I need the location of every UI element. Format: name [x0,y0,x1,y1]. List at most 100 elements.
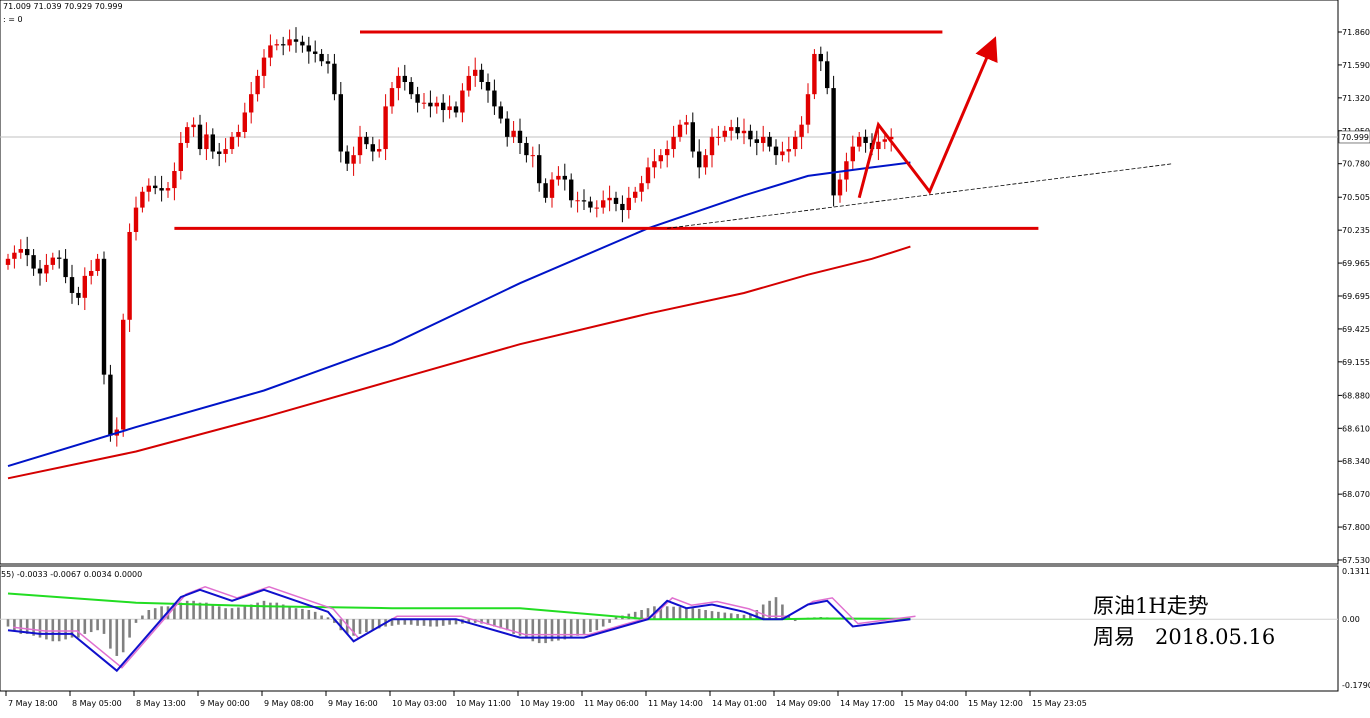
candle-body [377,149,382,152]
x-tick-label: 10 May 11:00 [456,699,511,708]
candle-body [217,151,222,154]
candle-body [146,185,151,192]
y-tick-label: 68.610 [1342,424,1370,433]
moving-average-fast [7,161,911,468]
candle-body [569,179,574,201]
candle-body [89,271,94,276]
candle-body [153,185,158,189]
candle-body [121,319,126,430]
x-tick-label: 14 May 01:00 [712,699,767,708]
y-tick-label: 68.340 [1342,457,1370,466]
candle-body [338,94,343,152]
candle-body [268,45,273,58]
macd-y-tick-label: 0.00 [1342,615,1360,624]
candle-body [825,61,830,89]
candle-body [882,139,887,142]
x-tick-label: 10 May 19:00 [520,699,575,708]
price-badge-box [1338,130,1370,144]
y-tick-label: 70.780 [1342,160,1370,169]
y-tick-label: 71.320 [1342,94,1370,103]
candle-body [434,102,439,107]
macd-panel: 0.1311 0.00 -0.1790 [0,567,1370,690]
candle-body [517,130,523,143]
candle-body [748,130,753,140]
candle-body [805,94,811,125]
candle-body [607,197,612,201]
moving-averages [7,161,911,480]
candle-body [12,252,17,259]
candle-body [37,268,43,274]
candle-body [581,200,587,202]
candle-body [716,136,721,138]
candle-body [287,39,292,46]
trend-drawings [174,30,1173,230]
candle-body [76,292,81,298]
candle-body [383,106,388,150]
candle-body [95,258,100,272]
candle-body [767,136,772,147]
candle-body [402,75,407,82]
candle-body [69,277,75,293]
y-tick-label: 71.590 [1342,61,1370,70]
x-tick-label: 11 May 06:00 [584,699,639,708]
price-axis: 71.86071.59071.32071.05070.78070.50570.2… [1338,28,1370,565]
y-tick-label: 67.800 [1342,523,1370,532]
candle-body [511,130,516,137]
macd-panel-border [0,565,1339,692]
candle-body [889,136,894,140]
x-tick-label: 15 May 12:00 [968,699,1023,708]
candle-body [159,188,164,191]
candle-body [197,124,203,150]
candle-body [831,88,836,196]
y-tick-label: 70.235 [1342,226,1370,235]
candle-body [799,124,804,137]
y-tick-label: 67.530 [1342,556,1370,565]
ohlc-readout: 71.009 71.039 70.929 70.999 [3,2,123,11]
candlestick-series [5,27,894,447]
candle-body [345,151,350,164]
candle-body [773,146,779,156]
candle-body [242,112,247,132]
candle-body [812,53,817,95]
candle-body [466,75,471,91]
y-tick-label: 69.965 [1342,259,1370,268]
candle-body [370,144,375,152]
candle-body [594,207,599,209]
candle-body [172,171,177,189]
macd-signal-line [7,592,911,621]
candle-body [82,275,87,298]
candle-body [857,136,862,147]
x-tick-label: 7 May 18:00 [8,699,58,708]
candle-body [876,141,881,150]
candle-body [178,142,183,172]
candle-body [837,179,843,196]
candle-body [639,183,644,192]
candle-body [633,191,638,198]
candle-body [761,136,766,143]
candle-body [364,136,369,145]
x-tick-label: 9 May 16:00 [328,699,378,708]
candle-body [441,102,446,111]
x-tick-label: 10 May 03:00 [392,699,447,708]
candle-body [185,127,190,143]
x-tick-label: 8 May 05:00 [72,699,122,708]
x-tick-label: 14 May 09:00 [776,699,831,708]
candle-body [453,106,459,113]
candle-body [473,69,478,76]
candle-body [677,124,683,137]
macd-readout: 55) -0.0033 -0.0067 0.0034 0.0000 [1,570,143,579]
candle-body [703,155,708,168]
candle-body [204,134,209,150]
annotation-title: 原油1H走势 [1093,594,1209,618]
y-tick-label: 70.505 [1342,193,1370,202]
x-tick-label: 15 May 04:00 [904,699,959,708]
candle-body [165,188,171,191]
candle-body [620,203,625,211]
candle-body [293,39,299,42]
candle-body [57,257,62,259]
candle-body [5,258,11,265]
candle-body [697,151,702,168]
candle-body [229,136,235,150]
macd-line-secondary [13,586,916,669]
